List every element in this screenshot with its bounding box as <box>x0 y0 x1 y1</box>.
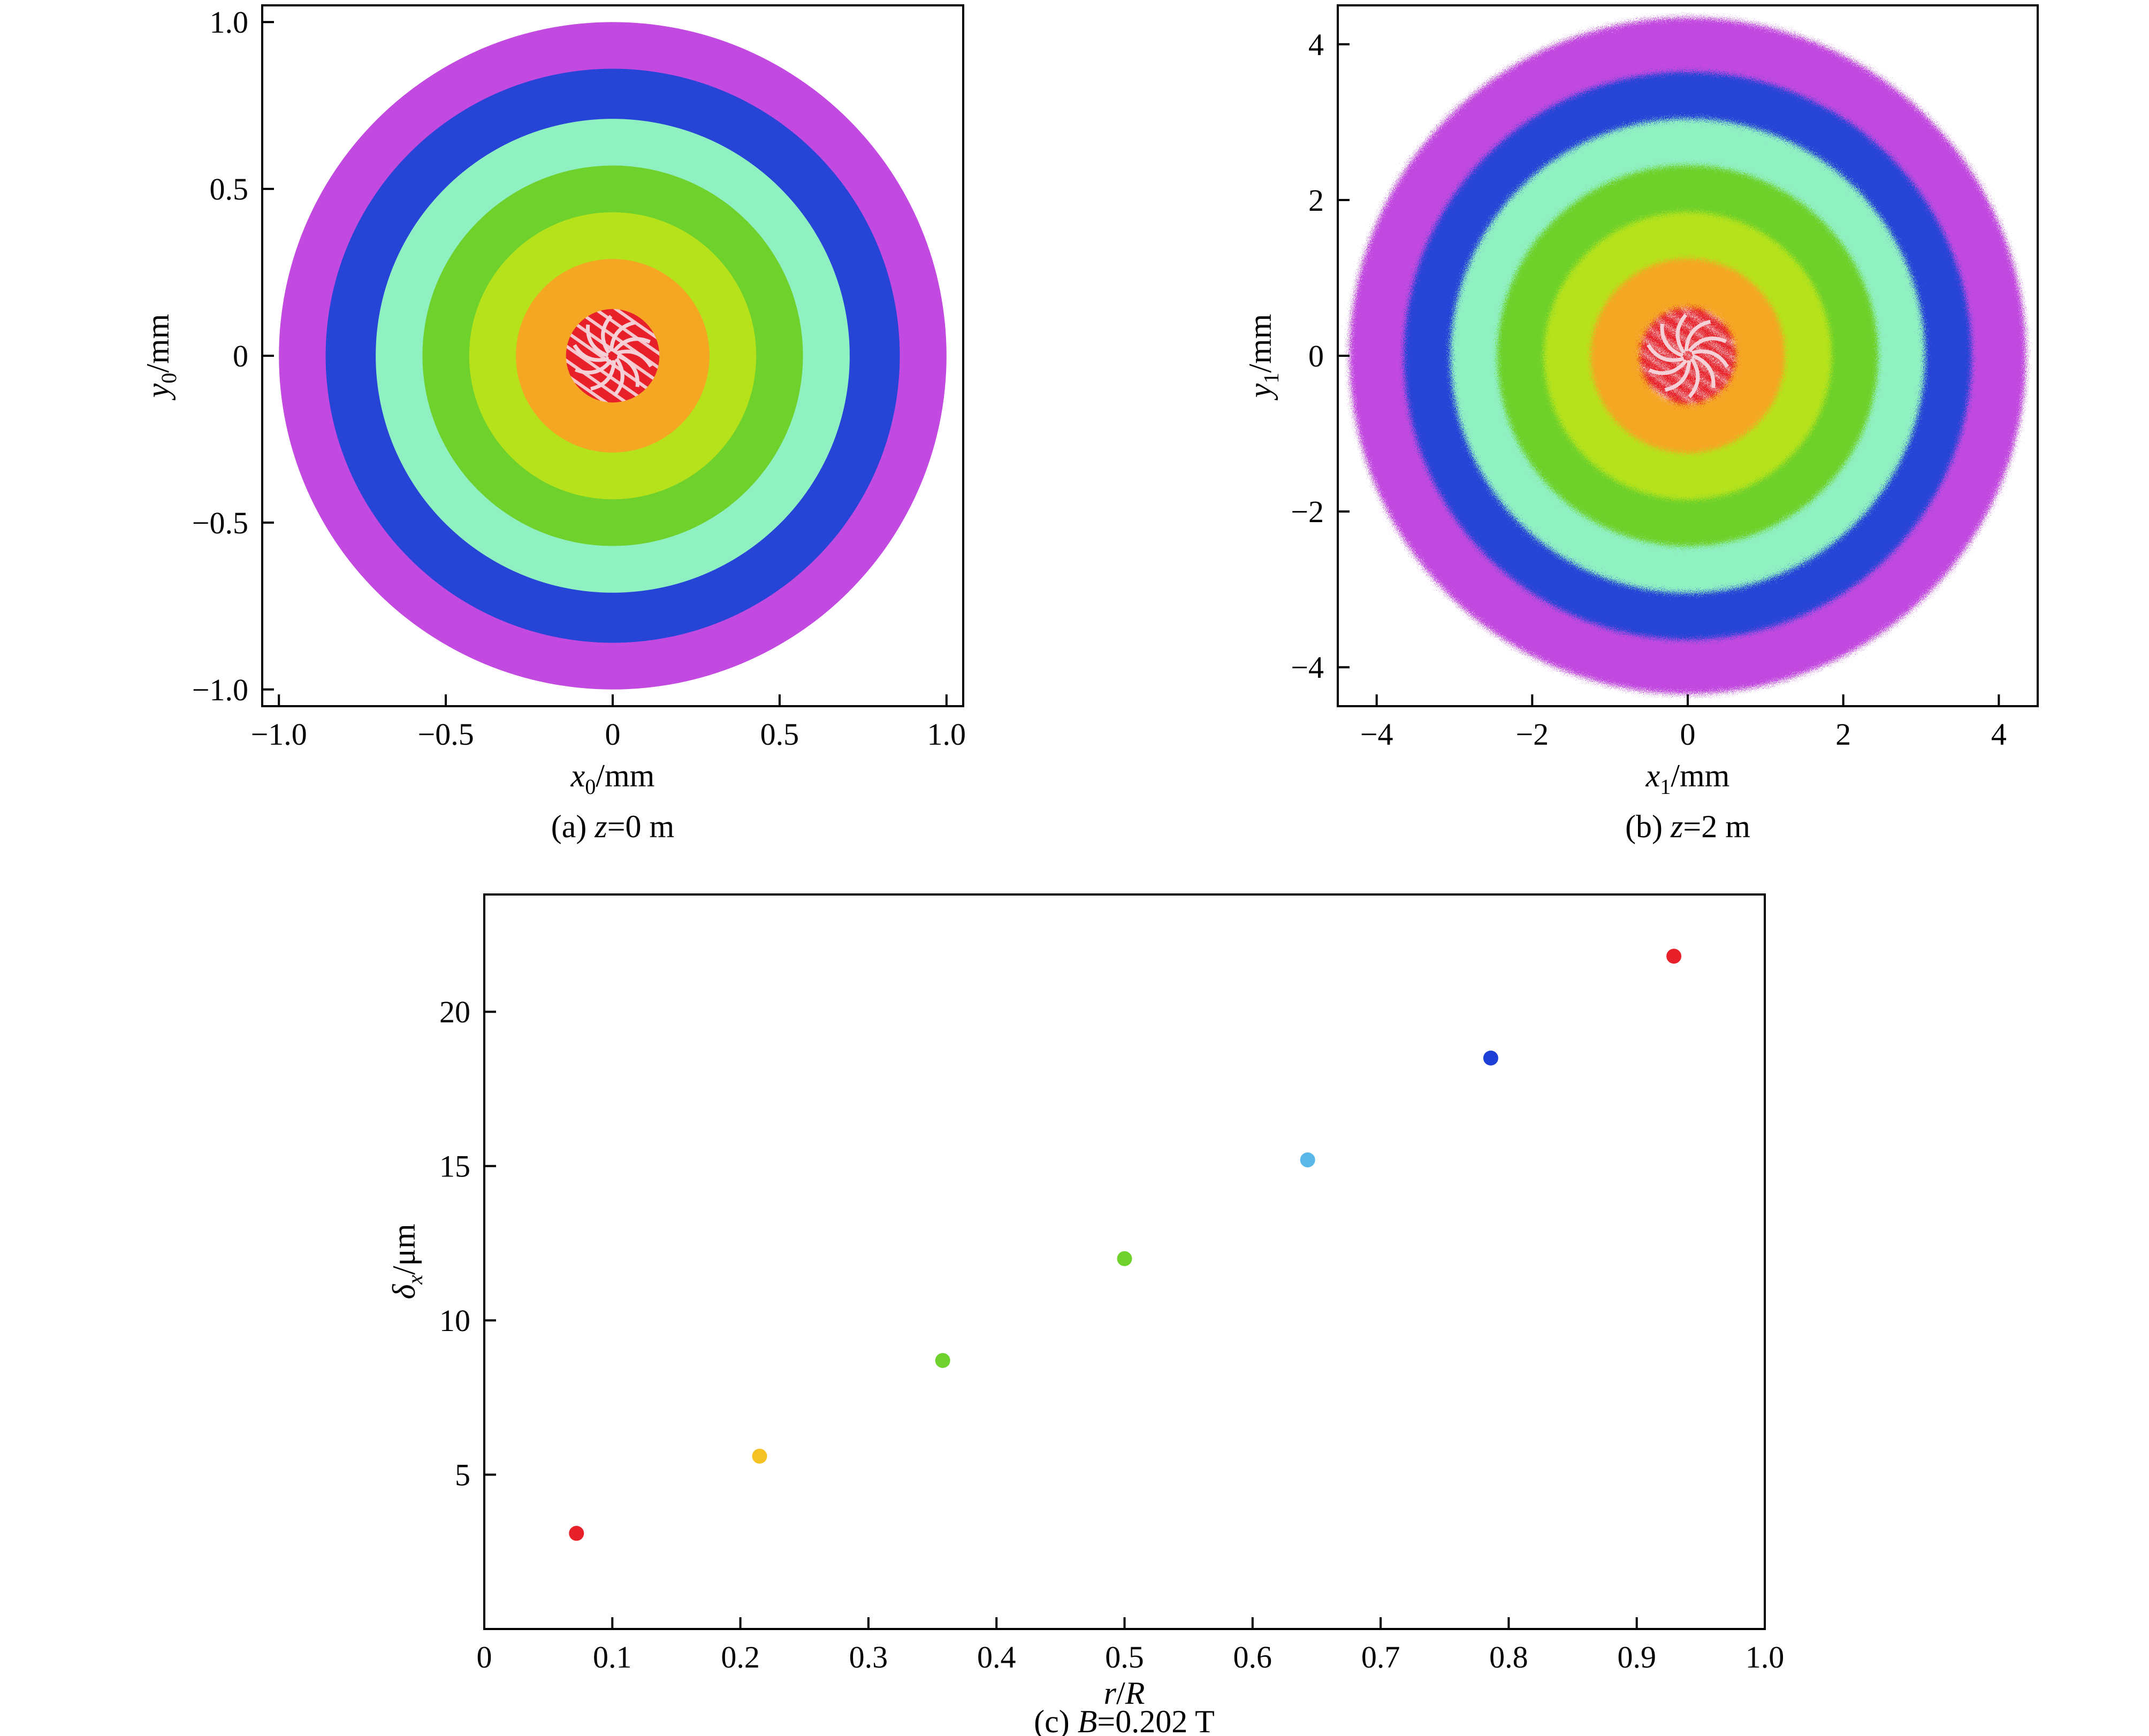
core-swirl <box>613 357 624 397</box>
x-tick-label: 0.8 <box>1489 1640 1528 1674</box>
x-tick-label: 0.3 <box>849 1640 888 1674</box>
core-swirl <box>590 360 616 391</box>
data-point <box>1300 1152 1315 1168</box>
panel-c-y-axis-label: δx/μm <box>386 1223 427 1299</box>
panel-c-scatter: 0 0.1 0.2 0.3 0.4 0.5 0.6 0.7 0.8 0.9 1.0 5101520 … <box>386 893 1785 1736</box>
x-tick-label: 0.2 <box>721 1640 760 1674</box>
x-tick-label: 0 <box>605 717 621 752</box>
ring-band <box>1639 307 1736 404</box>
core-swirl <box>1648 359 1688 375</box>
data-point <box>1117 1251 1132 1266</box>
y-tick-label: 0 <box>233 339 248 373</box>
y-tick-label: −1.0 <box>192 672 248 707</box>
x-tick-label: 0 <box>1680 717 1696 752</box>
ring-group <box>1349 17 2026 694</box>
y-tick-label: 20 <box>439 995 470 1029</box>
panel-a-y-axis-label: y0/mm <box>140 314 181 401</box>
data-point <box>752 1448 767 1464</box>
panel-b-x-ticks: −4 −2 0 2 4 <box>1360 694 2007 752</box>
y-tick-label: 15 <box>439 1149 470 1184</box>
panel-a-ring-scatter: −1.0 −0.5 0 0.5 1.0 −1.0 −0.5 0 0.5 1.0 x0/mm y0… <box>140 4 966 844</box>
core-swirl <box>586 324 609 358</box>
x-tick-label: 4 <box>1991 717 2007 752</box>
core-swirl <box>1688 357 1700 398</box>
core-swirl <box>616 354 639 387</box>
core-swirl <box>1691 354 1716 388</box>
y-tick-label: 0.5 <box>210 172 249 207</box>
panel-a-y-ticks: −1.0 −0.5 0 0.5 1.0 <box>192 5 274 707</box>
y-tick-label: −0.5 <box>192 506 248 540</box>
y-tick-label: −2 <box>1291 494 1324 529</box>
core-swirl <box>1664 360 1691 392</box>
panel-c-y-ticks: 5 10 15 20 <box>439 995 496 1493</box>
x-tick-label: −0.5 <box>417 717 474 752</box>
y-tick-label: 0 <box>1308 339 1324 373</box>
x-tick-label: 0.4 <box>977 1640 1016 1674</box>
core-swirl <box>601 315 613 354</box>
core-swirl <box>612 337 651 353</box>
panel-a-caption: (a) z=0 m <box>551 809 674 844</box>
core-swirl <box>1660 323 1684 358</box>
core-swirl <box>575 359 613 374</box>
core-swirl <box>616 349 653 368</box>
panel-a-rings <box>279 22 947 690</box>
core-swirl <box>1684 319 1711 351</box>
panel-b-caption: (b) z=2 m <box>1625 809 1750 844</box>
x-tick-label: 0.1 <box>593 1640 632 1674</box>
x-tick-label: 0.5 <box>760 717 799 752</box>
x-tick-label: −2 <box>1515 717 1549 752</box>
x-tick-label: 0 <box>477 1640 492 1674</box>
panel-c-points <box>569 949 1682 1541</box>
data-point <box>935 1353 950 1368</box>
data-point <box>1666 949 1682 964</box>
y-tick-label: 4 <box>1308 27 1324 62</box>
core-swirl <box>573 344 609 362</box>
panel-b-ring-scatter: −4 −2 0 2 4 −4 −2 0 2 4 x1/mm y1/mm (b) z=2 m <box>1243 4 2039 844</box>
panel-c-x-ticks: 0 0.1 0.2 0.3 0.4 0.5 0.6 0.7 0.8 0.9 1.0 <box>477 1617 1785 1674</box>
x-tick-label: 1.0 <box>927 717 966 752</box>
x-tick-label: 0.9 <box>1617 1640 1656 1674</box>
core-swirl <box>1688 337 1727 353</box>
core-swirl <box>1647 343 1685 362</box>
core-swirl <box>1691 349 1729 368</box>
y-tick-label: −4 <box>1291 650 1324 685</box>
y-tick-label: 5 <box>455 1458 470 1493</box>
panel-b-y-ticks: −4 −2 0 2 4 <box>1291 27 1350 685</box>
core-swirl <box>1675 313 1688 354</box>
x-tick-label: −4 <box>1360 717 1393 752</box>
panel-b-rings <box>1349 17 2026 694</box>
y-tick-label: 10 <box>439 1303 470 1338</box>
panel-a-x-ticks: −1.0 −0.5 0 0.5 1.0 <box>251 694 966 752</box>
x-tick-label: 1.0 <box>1746 1640 1785 1674</box>
core-swirl <box>609 320 635 351</box>
y-tick-label: 1.0 <box>210 5 249 40</box>
x-tick-label: 2 <box>1835 717 1851 752</box>
panel-c-x-axis-label: r/R <box>1104 1676 1145 1711</box>
x-tick-label: 0.6 <box>1233 1640 1272 1674</box>
x-tick-label: −1.0 <box>251 717 307 752</box>
panel-b-x-axis-label: x1/mm <box>1645 758 1730 799</box>
panel-a-x-axis-label: x0/mm <box>570 758 655 799</box>
ring-band <box>566 309 660 403</box>
panel-b-y-axis-label: y1/mm <box>1243 314 1283 401</box>
data-point <box>569 1526 584 1541</box>
y-tick-label: 2 <box>1308 183 1324 218</box>
data-point <box>1483 1050 1498 1066</box>
x-tick-label: 0.7 <box>1361 1640 1400 1674</box>
x-tick-label: 0.5 <box>1105 1640 1144 1674</box>
panel-c-caption: (c) B=0.202 T <box>1034 1704 1215 1736</box>
